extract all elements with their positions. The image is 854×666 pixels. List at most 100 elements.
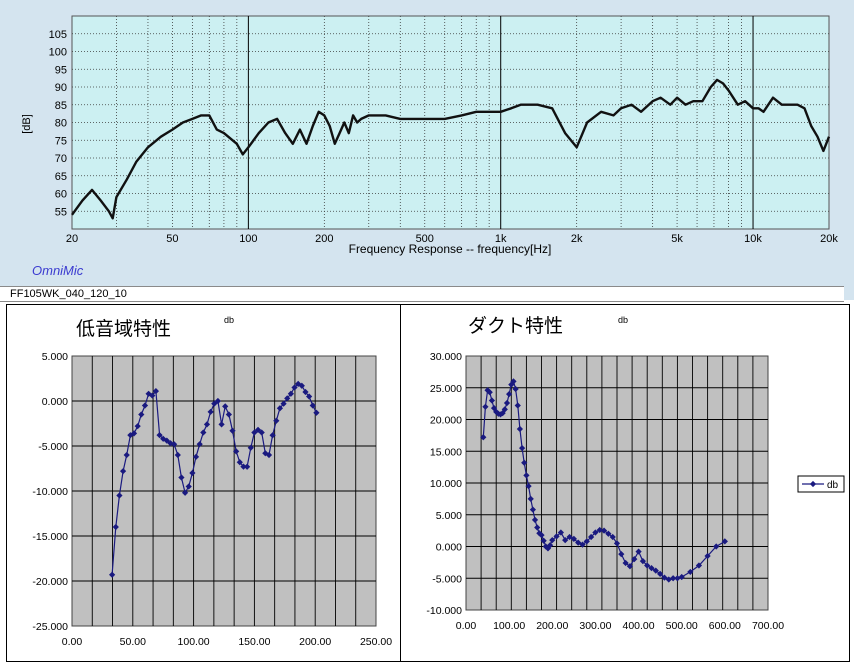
fr-x-tick-label: 20 (66, 233, 78, 245)
xl-data-point-1 (254, 426, 262, 433)
xl-data-point-1 (284, 395, 291, 402)
xl-data-point-1 (192, 453, 200, 460)
fr-x-tick-label: 50 (166, 233, 178, 245)
fr-x-tick-label: 500 (416, 233, 434, 245)
measurement-name: FF105WK_040_120_10 (10, 288, 127, 300)
xl-x-tick-label-2: 200.00 (536, 620, 568, 632)
xl-data-point-2 (592, 529, 599, 536)
xl-y-tick-label-2: 10.000 (430, 478, 462, 490)
xl-y-tick-label-1: -15.000 (32, 531, 68, 543)
xl-data-point-1 (174, 451, 181, 459)
xl-data-point-1 (123, 451, 130, 459)
xl-data-point-2 (514, 402, 521, 409)
measurement-name-bar: FF105WK_040_120_10 (0, 286, 844, 302)
xl-data-point-2 (583, 538, 590, 545)
xl-data-point-2 (626, 563, 634, 570)
xl-data-point-2 (501, 406, 508, 413)
fr-x-tick-label: 100 (239, 233, 257, 245)
xl-data-point-2 (534, 524, 541, 531)
fr-y-tick-label: 65 (55, 171, 67, 183)
xl-data-point-1 (116, 492, 123, 499)
xl-data-point-2 (588, 533, 595, 541)
xl-data-point-2 (713, 543, 720, 550)
xl-data-point-1 (207, 408, 214, 415)
xl-data-point-2 (622, 559, 629, 567)
fr-x-tick-label: 2k (571, 233, 583, 245)
xl-x-tick-label-2: 500.00 (666, 620, 698, 632)
xl-y-tick-label-2: 25.000 (430, 383, 462, 395)
xl-x-tick-label-1: 100.00 (178, 636, 210, 648)
fr-y-tick-label: 105 (49, 29, 67, 41)
xl-data-point-2 (678, 573, 685, 581)
xl-y-tick-label-2: 20.000 (430, 415, 462, 427)
charts-divider (400, 304, 401, 662)
xl-x-tick-label-2: 100.00 (493, 620, 525, 632)
xl-data-point-2 (553, 533, 560, 540)
xl-data-point-2 (657, 570, 664, 577)
xl-data-point-2 (721, 538, 728, 545)
fr-x-tick-label: 10k (744, 233, 762, 245)
xl-y-tick-label-2: 30.000 (430, 351, 462, 363)
xl-x-tick-label-2: 300.00 (579, 620, 611, 632)
xl-data-point-2 (665, 576, 672, 583)
xl-data-point-2 (687, 568, 694, 576)
xl-data-point-2 (538, 531, 545, 539)
xl-data-point-2 (549, 537, 556, 544)
fr-y-tick-label: 100 (49, 47, 67, 59)
xl-unit-label-2: db (618, 315, 628, 325)
xl-x-tick-label-2: 700.00 (752, 620, 784, 632)
xl-data-point-1 (181, 489, 189, 496)
xl-y-tick-label-1: 0.000 (42, 396, 68, 408)
fr-y-tick-label: 55 (55, 206, 67, 218)
xl-data-point-2 (605, 530, 612, 537)
xl-data-point-1 (269, 432, 276, 439)
xl-data-point-1 (287, 390, 294, 397)
fr-x-tick-label: 20k (820, 233, 838, 245)
xl-data-point-2 (540, 537, 547, 544)
xl-y-tick-label-2: 15.000 (430, 446, 462, 458)
xl-data-point-1 (265, 451, 273, 459)
xl-data-point-2 (482, 403, 489, 410)
xl-data-point-1 (214, 397, 222, 405)
xl-y-tick-label-2: 0.000 (436, 542, 462, 554)
xl-data-point-1 (309, 402, 316, 409)
xl-data-point-1 (189, 469, 196, 477)
xl-data-point-2 (596, 526, 603, 534)
xl-x-tick-label-1: 0.00 (62, 636, 83, 648)
fr-x-tick-label: 5k (671, 233, 683, 245)
xl-data-point-2 (600, 527, 608, 534)
xl-data-point-2 (609, 533, 616, 541)
xl-data-point-2 (652, 567, 659, 574)
fr-y-tick-label: 95 (55, 64, 67, 76)
xl-y-tick-label-1: -10.000 (32, 486, 68, 498)
xl-y-tick-label-2: -5.000 (432, 573, 462, 585)
xl-data-point-2 (486, 389, 493, 396)
xl-x-tick-label-1: 250.00 (360, 636, 392, 648)
xl-data-point-1 (236, 459, 243, 466)
xl-data-point-2 (704, 552, 711, 560)
xl-data-point-1 (222, 403, 229, 410)
xl-data-point-2 (523, 472, 530, 479)
fr-y-tick-label: 90 (55, 82, 67, 94)
xl-data-point-2 (670, 575, 677, 582)
fr-y-tick-label: 60 (55, 189, 67, 201)
xl-data-point-2 (488, 397, 496, 404)
xl-data-point-1 (273, 417, 280, 424)
xl-x-tick-label-2: 0.00 (456, 620, 477, 632)
fr-x-tick-label: 200 (315, 233, 333, 245)
xl-x-tick-label-2: 600.00 (709, 620, 741, 632)
xl-data-point-2 (570, 535, 577, 542)
xl-data-point-1 (247, 444, 254, 451)
xl-y-tick-label-1: -25.000 (32, 621, 68, 633)
fr-x-tick-label: 1k (495, 233, 507, 245)
xl-data-point-1 (203, 421, 211, 428)
xl-x-tick-label-1: 50.00 (120, 636, 146, 648)
duct-legend-label: db (827, 480, 839, 491)
fr-curve (71, 78, 831, 220)
xl-data-point-2 (503, 399, 511, 407)
xl-chart-title-2: ダクト特性 (468, 315, 563, 337)
xl-data-point-2 (531, 516, 539, 523)
xl-data-point-2 (618, 551, 625, 558)
fr-y-tick-label: 70 (55, 153, 67, 165)
